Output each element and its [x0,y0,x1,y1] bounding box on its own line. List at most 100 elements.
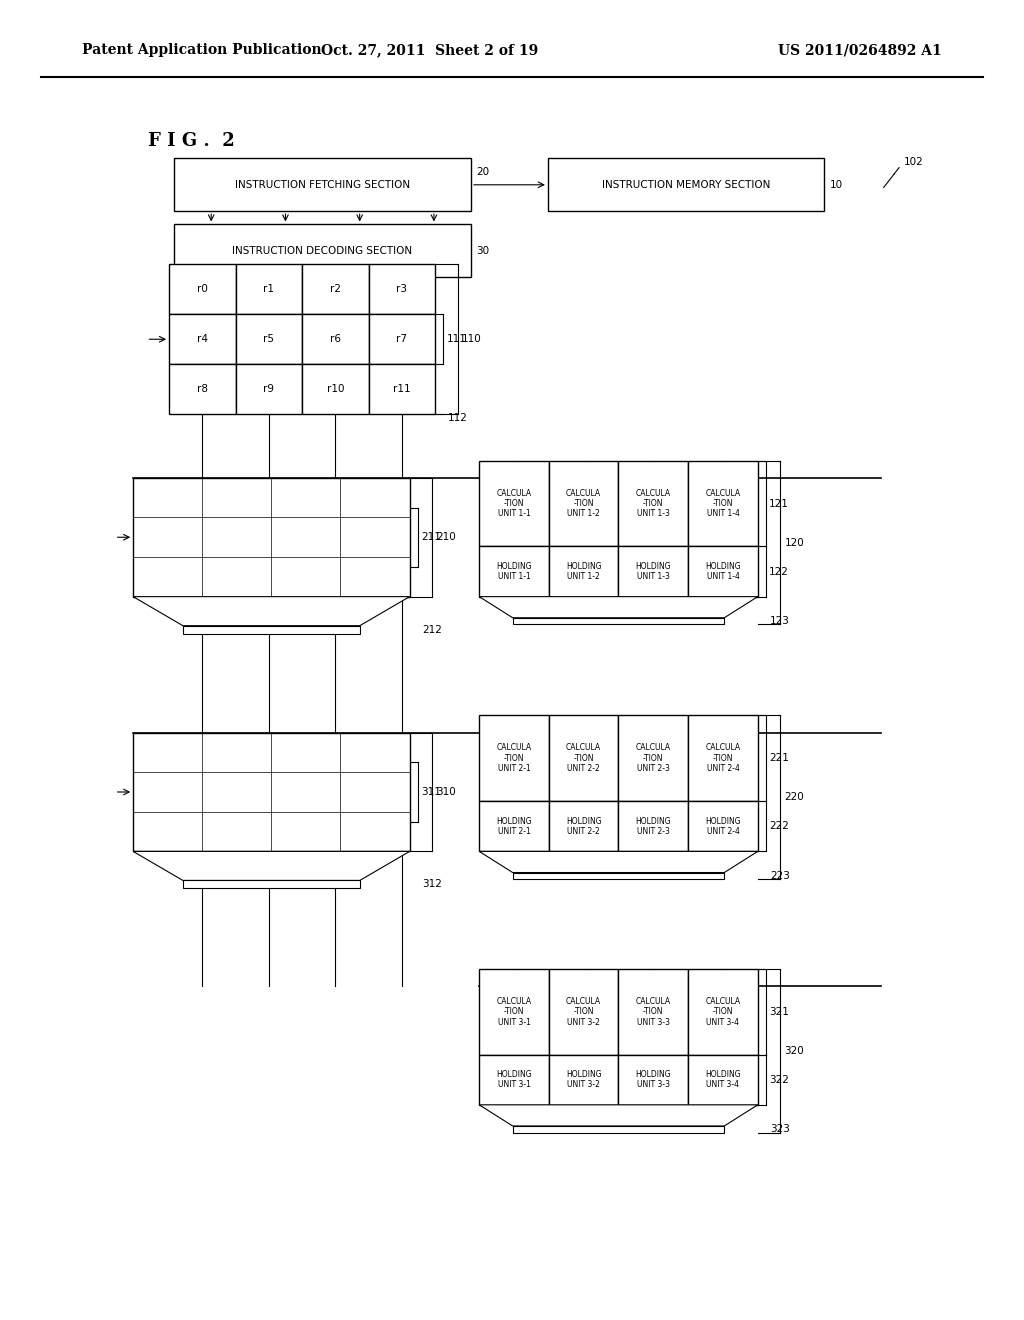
Text: CALCULA
-TION
UNIT 3-2: CALCULA -TION UNIT 3-2 [566,997,601,1027]
Text: CALCULA
-TION
UNIT 1-4: CALCULA -TION UNIT 1-4 [706,488,740,519]
Text: 10: 10 [829,180,843,190]
FancyBboxPatch shape [549,461,618,546]
FancyBboxPatch shape [479,801,549,851]
FancyBboxPatch shape [688,461,758,546]
Text: r8: r8 [197,384,208,395]
FancyBboxPatch shape [169,314,236,364]
Text: 322: 322 [769,1074,788,1085]
FancyBboxPatch shape [549,715,618,801]
Polygon shape [479,597,758,618]
Text: HOLDING
UNIT 3-2: HOLDING UNIT 3-2 [566,1071,601,1089]
Text: INSTRUCTION MEMORY SECTION: INSTRUCTION MEMORY SECTION [602,180,770,190]
Text: 210: 210 [436,532,456,543]
FancyBboxPatch shape [183,626,359,634]
Text: 120: 120 [784,537,804,548]
Text: HOLDING
UNIT 1-2: HOLDING UNIT 1-2 [566,562,601,581]
Text: 111: 111 [446,334,466,345]
Text: 123: 123 [770,616,790,626]
FancyBboxPatch shape [369,264,435,314]
FancyBboxPatch shape [302,314,369,364]
Text: 222: 222 [769,821,788,832]
Text: CALCULA
-TION
UNIT 2-3: CALCULA -TION UNIT 2-3 [636,743,671,774]
Text: CALCULA
-TION
UNIT 1-2: CALCULA -TION UNIT 1-2 [566,488,601,519]
FancyBboxPatch shape [174,158,471,211]
Text: 312: 312 [422,879,441,890]
FancyBboxPatch shape [479,461,549,546]
FancyBboxPatch shape [479,715,549,801]
Text: r10: r10 [327,384,344,395]
Text: 102: 102 [904,157,924,168]
Text: 220: 220 [784,792,804,803]
FancyBboxPatch shape [302,364,369,414]
Text: CALCULA
-TION
UNIT 1-3: CALCULA -TION UNIT 1-3 [636,488,671,519]
Text: r0: r0 [197,284,208,294]
FancyBboxPatch shape [133,478,410,597]
Text: r1: r1 [263,284,274,294]
Text: 212: 212 [422,624,441,635]
Text: 122: 122 [769,566,788,577]
FancyBboxPatch shape [618,715,688,801]
Text: HOLDING
UNIT 2-2: HOLDING UNIT 2-2 [566,817,601,836]
Text: r7: r7 [396,334,408,345]
FancyBboxPatch shape [549,1055,618,1105]
Text: HOLDING
UNIT 3-3: HOLDING UNIT 3-3 [636,1071,671,1089]
FancyBboxPatch shape [183,880,359,888]
FancyBboxPatch shape [513,618,724,624]
FancyBboxPatch shape [688,969,758,1055]
Text: CALCULA
-TION
UNIT 1-1: CALCULA -TION UNIT 1-1 [497,488,531,519]
Text: HOLDING
UNIT 3-4: HOLDING UNIT 3-4 [706,1071,740,1089]
Text: HOLDING
UNIT 1-1: HOLDING UNIT 1-1 [497,562,531,581]
Text: 30: 30 [476,246,489,256]
Polygon shape [479,851,758,873]
FancyBboxPatch shape [618,1055,688,1105]
FancyBboxPatch shape [549,546,618,597]
Text: HOLDING
UNIT 2-1: HOLDING UNIT 2-1 [497,817,531,836]
FancyBboxPatch shape [549,801,618,851]
Polygon shape [133,597,410,626]
Text: HOLDING
UNIT 3-1: HOLDING UNIT 3-1 [497,1071,531,1089]
Text: 320: 320 [784,1045,804,1056]
Text: r3: r3 [396,284,408,294]
Text: 221: 221 [769,754,788,763]
Text: r9: r9 [263,384,274,395]
Text: CALCULA
-TION
UNIT 2-2: CALCULA -TION UNIT 2-2 [566,743,601,774]
Text: 110: 110 [462,334,481,345]
FancyBboxPatch shape [369,364,435,414]
Text: CALCULA
-TION
UNIT 2-4: CALCULA -TION UNIT 2-4 [706,743,740,774]
Text: 323: 323 [770,1125,790,1134]
FancyBboxPatch shape [236,364,302,414]
Text: Oct. 27, 2011  Sheet 2 of 19: Oct. 27, 2011 Sheet 2 of 19 [322,44,539,57]
FancyBboxPatch shape [479,546,549,597]
FancyBboxPatch shape [133,733,410,851]
FancyBboxPatch shape [302,264,369,314]
FancyBboxPatch shape [169,364,236,414]
FancyBboxPatch shape [618,546,688,597]
FancyBboxPatch shape [174,224,471,277]
Text: INSTRUCTION DECODING SECTION: INSTRUCTION DECODING SECTION [232,246,413,256]
Text: HOLDING
UNIT 2-4: HOLDING UNIT 2-4 [706,817,740,836]
FancyBboxPatch shape [549,969,618,1055]
Text: 310: 310 [436,787,456,797]
Polygon shape [133,851,410,880]
Polygon shape [479,1105,758,1126]
FancyBboxPatch shape [688,1055,758,1105]
FancyBboxPatch shape [236,264,302,314]
Text: CALCULA
-TION
UNIT 3-4: CALCULA -TION UNIT 3-4 [706,997,740,1027]
Text: 223: 223 [770,871,790,880]
FancyBboxPatch shape [479,1055,549,1105]
Text: CALCULA
-TION
UNIT 3-1: CALCULA -TION UNIT 3-1 [497,997,531,1027]
Text: r6: r6 [330,334,341,345]
Text: 211: 211 [421,532,440,543]
FancyBboxPatch shape [479,969,549,1055]
FancyBboxPatch shape [688,801,758,851]
FancyBboxPatch shape [513,1126,724,1133]
FancyBboxPatch shape [513,873,724,879]
FancyBboxPatch shape [618,969,688,1055]
Text: r2: r2 [330,284,341,294]
Text: 112: 112 [447,413,467,424]
Text: 20: 20 [476,166,489,177]
Text: CALCULA
-TION
UNIT 3-3: CALCULA -TION UNIT 3-3 [636,997,671,1027]
Text: r11: r11 [393,384,411,395]
Text: HOLDING
UNIT 1-3: HOLDING UNIT 1-3 [636,562,671,581]
Text: F I G .  2: F I G . 2 [148,132,236,150]
